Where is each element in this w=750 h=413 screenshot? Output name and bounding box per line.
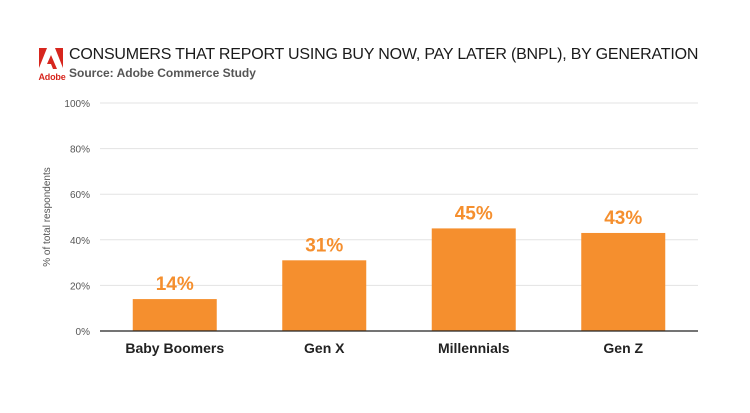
x-tick-label: Baby Boomers xyxy=(125,340,224,356)
x-tick-label: Gen Z xyxy=(603,340,643,356)
chart-subtitle: Source: Adobe Commerce Study xyxy=(69,66,256,80)
x-tick-label: Gen X xyxy=(304,340,345,356)
y-axis-title: % of total respondents xyxy=(42,167,53,267)
y-tick-label: 0% xyxy=(76,327,91,338)
y-tick-label: 40% xyxy=(70,236,90,247)
y-tick-label: 100% xyxy=(64,99,90,110)
data-label: 14% xyxy=(156,274,194,295)
y-tick-label: 60% xyxy=(70,190,90,201)
bar xyxy=(282,260,367,331)
adobe-logo-icon xyxy=(39,48,63,69)
adobe-logo-text: Adobe xyxy=(38,72,66,82)
data-label: 45% xyxy=(455,203,493,224)
data-label: 43% xyxy=(604,208,642,229)
y-tick-label: 20% xyxy=(70,281,90,292)
bar xyxy=(581,232,666,331)
chart-title: CONSUMERS THAT REPORT USING BUY NOW, PAY… xyxy=(69,46,699,63)
y-tick-label: 80% xyxy=(70,145,90,156)
chart-header: Adobe CONSUMERS THAT REPORT USING BUY NO… xyxy=(38,44,728,84)
bar xyxy=(431,228,516,331)
data-label: 31% xyxy=(305,235,343,256)
x-tick-label: Millennials xyxy=(438,340,510,356)
adobe-logo: Adobe xyxy=(38,48,66,82)
bar xyxy=(132,299,217,331)
